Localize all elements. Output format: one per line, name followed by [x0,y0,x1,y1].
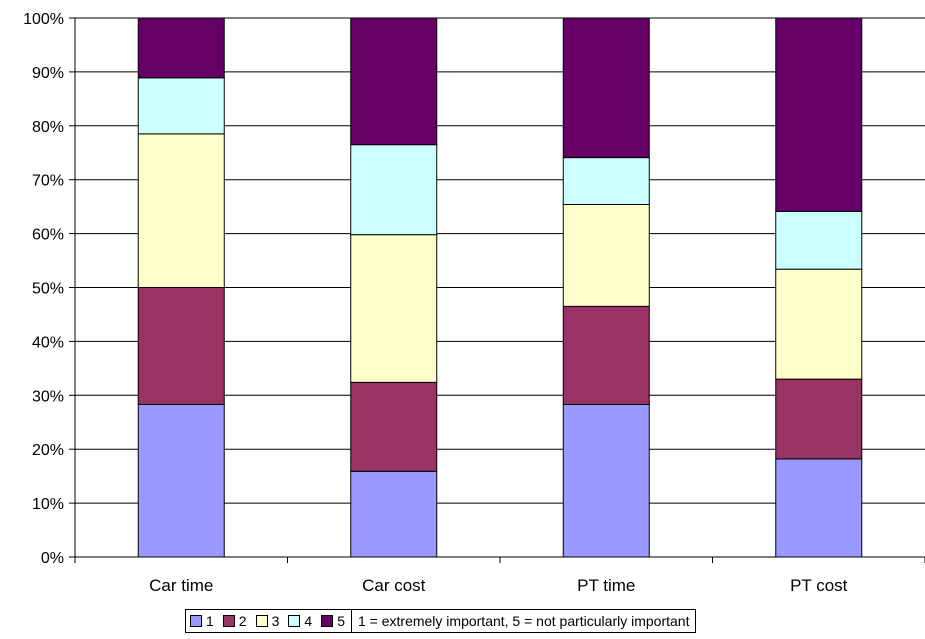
y-tick-label: 70% [32,173,64,190]
legend-item: 4 [288,613,312,629]
bar-segment-2 [562,305,650,405]
x-tick-label: Car cost [362,576,426,595]
bar-segment-2 [350,381,438,472]
legend-item: 3 [255,613,280,629]
bar-segment-4 [350,144,438,236]
x-tick-label: PT time [577,576,635,595]
bar-segment-1 [350,470,438,558]
legend-series-box: 1 2 3 4 5 [185,609,352,633]
bar-segment-3 [775,268,863,380]
y-tick-label: 0% [41,550,64,567]
y-tick-label: 30% [32,388,64,405]
bar-segment-3 [350,234,438,383]
bar-segment-3 [137,133,225,288]
bar-segment-1 [775,458,863,558]
legend-item: 1 [190,613,214,629]
legend-label: 1 [206,613,214,629]
bar-segment-1 [562,403,650,558]
x-tick-label: Car time [149,576,213,595]
bar-segment-2 [775,378,863,460]
y-tick-label: 100% [23,11,64,28]
y-tick-label: 50% [32,281,64,298]
legend-label: 4 [304,613,313,629]
legend-item: 2 [222,613,247,629]
bars [137,17,863,558]
bar-segment-3 [562,203,650,307]
legend-note: 1 = extremely important, 5 = not particu… [351,609,697,633]
legend: 1 2 3 4 5 1 = extremely important, 5 = not p… [185,609,697,633]
y-tick-label: 60% [32,227,64,244]
legend-label: 2 [238,613,247,629]
bar-segment-5 [775,17,863,213]
bar-segment-5 [562,17,650,159]
bar-segment-4 [775,211,863,270]
y-axis-ticks: 0% 10% 20% 30% 40% 50% 60% 70% 80% 90% 100% [23,11,75,567]
y-tick-label: 10% [32,496,64,513]
legend-label: 3 [271,613,280,629]
legend-item: 5 [321,613,345,629]
axes [74,18,925,563]
x-axis-labels: Car time Car cost PT time PT cost [149,576,848,595]
bar-segment-5 [137,17,225,79]
bar-segment-1 [137,403,225,558]
bar-segment-5 [350,17,438,146]
legend-label: 5 [337,613,345,629]
x-tick-label: PT cost [790,576,848,595]
bar-segment-4 [137,77,225,135]
bar-segment-2 [137,287,225,405]
legend-swatch [255,615,268,627]
y-tick-label: 40% [32,334,64,351]
y-tick-label: 20% [32,442,64,459]
legend-swatch [321,615,334,627]
stacked-bar-chart: 0% 10% 20% 30% 40% 50% 60% 70% 80% 90% 100% Car ti… [23,11,925,595]
legend-swatch [288,615,301,627]
legend-swatch [190,615,202,627]
bar-segment-4 [562,157,650,205]
legend-swatch [222,615,235,627]
y-tick-label: 90% [32,65,64,82]
y-tick-label: 80% [32,119,64,136]
